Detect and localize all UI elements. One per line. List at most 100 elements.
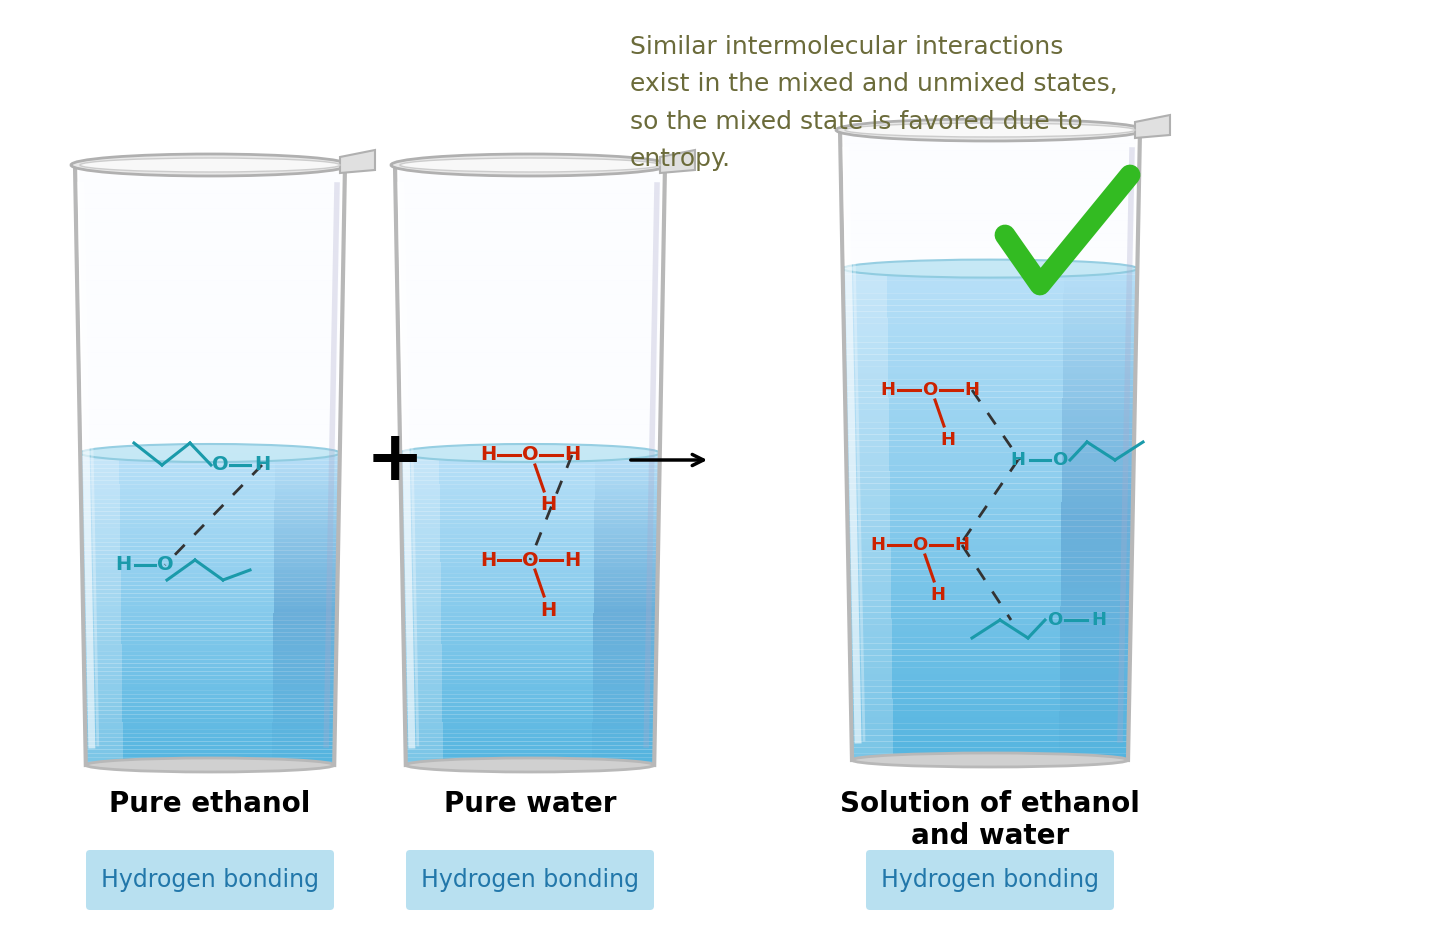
Polygon shape [403,668,443,672]
Polygon shape [403,613,657,617]
Polygon shape [595,523,659,527]
Polygon shape [592,710,656,715]
Text: O: O [157,555,173,574]
Polygon shape [405,734,654,737]
Polygon shape [405,691,656,695]
Polygon shape [593,578,657,582]
Polygon shape [81,511,338,515]
Polygon shape [846,429,1135,434]
Polygon shape [844,391,1135,398]
Polygon shape [844,391,888,398]
Polygon shape [592,734,654,737]
Polygon shape [1061,607,1130,613]
Polygon shape [273,715,335,719]
Polygon shape [593,567,657,570]
Polygon shape [83,582,120,585]
Text: Solution of ethanol
and water: Solution of ethanol and water [840,790,1140,851]
Text: H: H [540,600,556,619]
Text: H: H [115,555,131,574]
Polygon shape [1061,545,1132,552]
Polygon shape [846,465,1133,471]
Polygon shape [274,585,338,589]
Polygon shape [850,699,1129,704]
Polygon shape [1061,552,1132,557]
Polygon shape [846,471,889,477]
Polygon shape [405,742,443,746]
Polygon shape [849,557,891,564]
Polygon shape [81,492,119,496]
Polygon shape [84,636,337,641]
Polygon shape [846,446,1135,453]
Polygon shape [84,659,122,663]
Polygon shape [402,543,440,547]
Polygon shape [402,574,657,578]
Polygon shape [402,570,441,574]
Polygon shape [593,585,657,589]
Polygon shape [274,582,338,585]
Text: H: H [480,446,496,464]
Polygon shape [80,464,119,469]
Polygon shape [81,295,338,309]
Polygon shape [403,663,441,668]
Polygon shape [402,511,659,515]
Polygon shape [273,734,335,737]
Polygon shape [1062,434,1135,441]
Polygon shape [403,644,441,648]
Ellipse shape [80,158,340,172]
Polygon shape [849,576,891,582]
Polygon shape [843,318,888,324]
Polygon shape [849,569,891,576]
Text: H: H [540,495,556,515]
Polygon shape [403,636,441,641]
Polygon shape [83,570,120,574]
Polygon shape [81,488,119,492]
Polygon shape [80,469,119,473]
Polygon shape [1062,429,1135,434]
Polygon shape [1062,403,1135,410]
Polygon shape [273,695,335,699]
Polygon shape [850,637,892,643]
Polygon shape [844,130,1136,137]
Polygon shape [1062,477,1133,484]
Polygon shape [852,754,894,760]
Polygon shape [400,492,659,496]
Polygon shape [84,644,122,648]
Polygon shape [274,570,338,574]
Polygon shape [405,719,654,722]
Polygon shape [405,749,654,753]
Polygon shape [84,656,122,659]
Polygon shape [844,367,1136,373]
Polygon shape [844,386,1135,391]
Polygon shape [847,502,1133,508]
Polygon shape [400,222,660,237]
Polygon shape [403,617,441,621]
Polygon shape [1062,416,1135,422]
Polygon shape [400,457,440,461]
Polygon shape [81,484,340,488]
Polygon shape [84,683,122,687]
Polygon shape [405,715,443,719]
Polygon shape [403,656,656,659]
Polygon shape [847,514,889,521]
Polygon shape [274,500,340,504]
Polygon shape [850,649,1130,656]
Polygon shape [84,691,335,695]
Polygon shape [86,719,335,722]
Polygon shape [83,594,337,598]
Polygon shape [81,504,120,507]
Polygon shape [274,484,340,488]
Polygon shape [843,311,888,318]
Polygon shape [83,567,338,570]
Polygon shape [1061,533,1132,538]
Text: Hydrogen bonding: Hydrogen bonding [102,868,319,892]
Polygon shape [844,330,1136,336]
Polygon shape [400,464,660,469]
Polygon shape [593,648,656,652]
Polygon shape [1059,668,1130,674]
Polygon shape [849,588,891,594]
Polygon shape [81,538,120,543]
Polygon shape [81,535,120,538]
Polygon shape [402,589,441,594]
Polygon shape [403,652,441,656]
Polygon shape [843,306,1136,311]
